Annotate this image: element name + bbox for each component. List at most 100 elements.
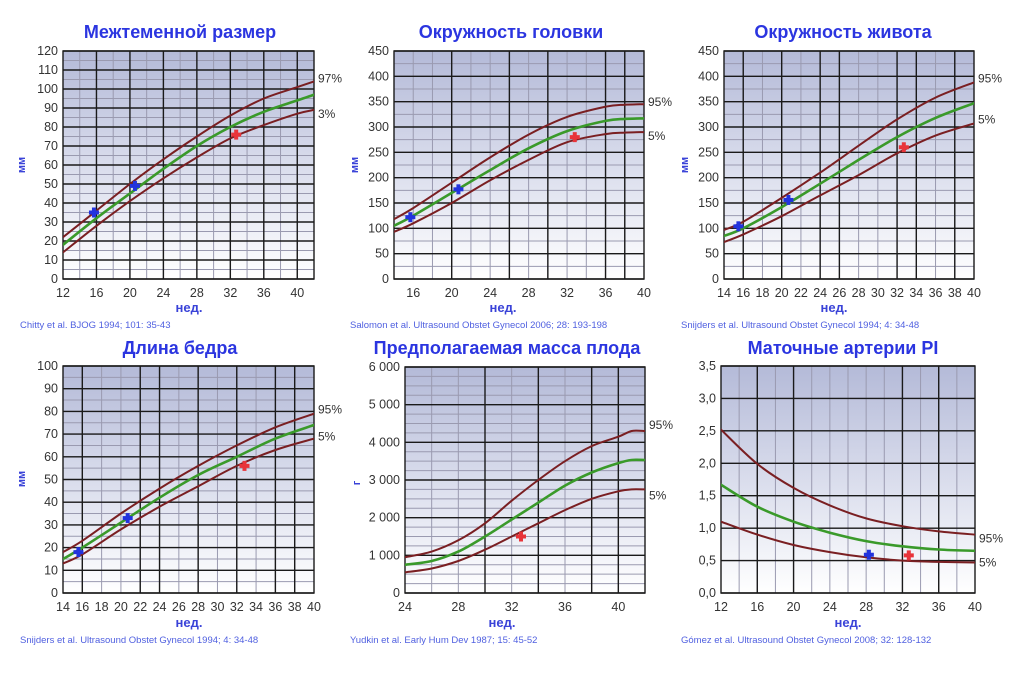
y-tick-label: 250 xyxy=(368,145,389,159)
marker-bar-v xyxy=(91,207,96,218)
y-tick-label: 100 xyxy=(698,221,719,235)
y-tick-label: 80 xyxy=(44,404,58,418)
measurement-marker-red[interactable] xyxy=(239,460,250,471)
measurement-marker-blue[interactable] xyxy=(863,549,874,560)
percentile-line-95pct xyxy=(405,429,645,559)
series-group xyxy=(63,80,314,254)
x-tick-label: 40 xyxy=(637,286,651,300)
percentile-line-5pct xyxy=(405,488,645,574)
y-axis-label: мм xyxy=(349,157,361,173)
x-axis-label: нед. xyxy=(176,615,203,630)
percentile-line-5pct xyxy=(63,437,314,565)
y-tick-label: 4 000 xyxy=(369,435,400,449)
median-line xyxy=(724,101,974,238)
y-tick-label: 250 xyxy=(698,145,719,159)
y-tick-label: 200 xyxy=(698,171,719,185)
x-tick-label: 28 xyxy=(190,286,204,300)
chart-femur-length: 0 10 20 30 40 50 60 70 80 90 100 14 16 18 20 22 24 26 28 30… xyxy=(16,338,342,646)
plot-frame xyxy=(62,50,315,280)
percentile-line-3pct xyxy=(63,108,314,254)
measurement-marker-blue[interactable] xyxy=(405,212,416,223)
measurement-marker-blue[interactable] xyxy=(129,180,140,191)
y-tick-label: 2 000 xyxy=(369,511,400,525)
measurement-marker-blue[interactable] xyxy=(73,547,84,558)
y-tick-label: 30 xyxy=(44,215,58,229)
source-citation[interactable]: Yudkin et al. Early Hum Dev 1987; 15: 45… xyxy=(350,635,537,646)
y-tick-label: 90 xyxy=(44,101,58,115)
x-tick-label: 30 xyxy=(871,286,885,300)
measurement-marker-blue[interactable] xyxy=(453,184,464,195)
x-tick-label: 22 xyxy=(794,286,808,300)
y-tick-label: 6 000 xyxy=(369,360,400,374)
plot-frame xyxy=(723,50,975,280)
x-axis-label: нед. xyxy=(489,615,516,630)
x-tick-label: 36 xyxy=(932,600,946,614)
y-tick-label: 0,5 xyxy=(699,554,716,568)
plot-frame xyxy=(393,50,645,280)
y-tick-label: 300 xyxy=(368,120,389,134)
source-citation[interactable]: Snijders et al. Ultrasound Obstet Gyneco… xyxy=(681,320,919,331)
chart-abdominal-circumference: 0 50 100 150 200 250 300 350 400 450 14 16 18 20 22 24 2… xyxy=(679,22,1002,331)
x-tick-label: 32 xyxy=(223,286,237,300)
chart-bpd: 0 10 20 30 40 50 60 70 80 90 100 110 120 12 16 20 24 28 32… xyxy=(16,22,342,331)
percentile-label: 5% xyxy=(979,556,997,570)
y-tick-label: 10 xyxy=(44,563,58,577)
series-group xyxy=(63,412,314,565)
measurement-marker-blue[interactable] xyxy=(733,221,744,232)
y-tick-label: 1,0 xyxy=(699,521,716,535)
y-tick-label: 90 xyxy=(44,382,58,396)
source-citation[interactable]: Snijders et al. Ultrasound Obstet Gyneco… xyxy=(20,635,258,646)
chart-title: Окружность живота xyxy=(754,22,932,42)
x-tick-label: 16 xyxy=(406,286,420,300)
chart-title: Окружность головки xyxy=(419,22,603,42)
median-line xyxy=(394,117,644,228)
measurement-marker-red[interactable] xyxy=(898,142,909,153)
x-tick-label: 40 xyxy=(611,600,625,614)
measurement-marker-red[interactable] xyxy=(903,550,914,561)
measurement-marker-blue[interactable] xyxy=(88,207,99,218)
plot-area xyxy=(404,366,646,594)
chart-uterine-artery-pi: 0,0 0,5 1,0 1,5 2,0 2,5 3,0 3,5 12 16 20 24 28 32 36 40… xyxy=(681,338,1003,646)
measurement-marker-red[interactable] xyxy=(231,129,242,140)
percentile-line-5pct xyxy=(394,131,644,233)
percentile-label: 95% xyxy=(979,532,1003,546)
x-tick-label: 36 xyxy=(558,600,572,614)
x-tick-label: 16 xyxy=(750,600,764,614)
x-tick-label: 16 xyxy=(736,286,750,300)
x-tick-label: 32 xyxy=(230,600,244,614)
y-tick-label: 150 xyxy=(698,196,719,210)
x-tick-label: 36 xyxy=(599,286,613,300)
y-tick-label: 100 xyxy=(37,359,58,373)
y-tick-label: 1 000 xyxy=(369,548,400,562)
marker-bar-v xyxy=(906,550,911,561)
x-tick-label: 22 xyxy=(133,600,147,614)
y-tick-label: 200 xyxy=(368,171,389,185)
plot-frame xyxy=(404,366,646,594)
source-citation[interactable]: Chitty et al. BJOG 1994; 101: 35-43 xyxy=(20,320,171,331)
y-axis-label: г xyxy=(351,480,363,485)
x-tick-label: 18 xyxy=(756,286,770,300)
measurement-marker-red[interactable] xyxy=(516,531,526,542)
x-axis-label: нед. xyxy=(490,300,517,315)
y-tick-label: 20 xyxy=(44,541,58,555)
chart-title: Маточные артерии PI xyxy=(748,338,939,358)
percentile-line-95pct xyxy=(721,428,975,536)
source-citation[interactable]: Salomon et al. Ultrasound Obstet Gynecol… xyxy=(350,320,607,331)
chart-title: Длина бедра xyxy=(123,338,239,358)
measurement-marker-red[interactable] xyxy=(569,132,580,143)
x-tick-label: 24 xyxy=(483,286,497,300)
y-tick-label: 3,0 xyxy=(699,391,716,405)
measurement-marker-blue[interactable] xyxy=(783,194,794,205)
percentile-line-5pct xyxy=(724,122,974,243)
x-tick-label: 36 xyxy=(268,600,282,614)
percentile-line-95pct xyxy=(63,412,314,554)
x-tick-label: 12 xyxy=(56,286,70,300)
series-group xyxy=(724,81,974,243)
x-tick-label: 26 xyxy=(832,286,846,300)
x-axis-label: нед. xyxy=(176,300,203,315)
y-tick-label: 50 xyxy=(375,247,389,261)
measurement-marker-blue[interactable] xyxy=(122,513,133,524)
source-citation[interactable]: Gómez et al. Ultrasound Obstet Gynecol 2… xyxy=(681,635,931,646)
plot-area xyxy=(393,50,645,280)
